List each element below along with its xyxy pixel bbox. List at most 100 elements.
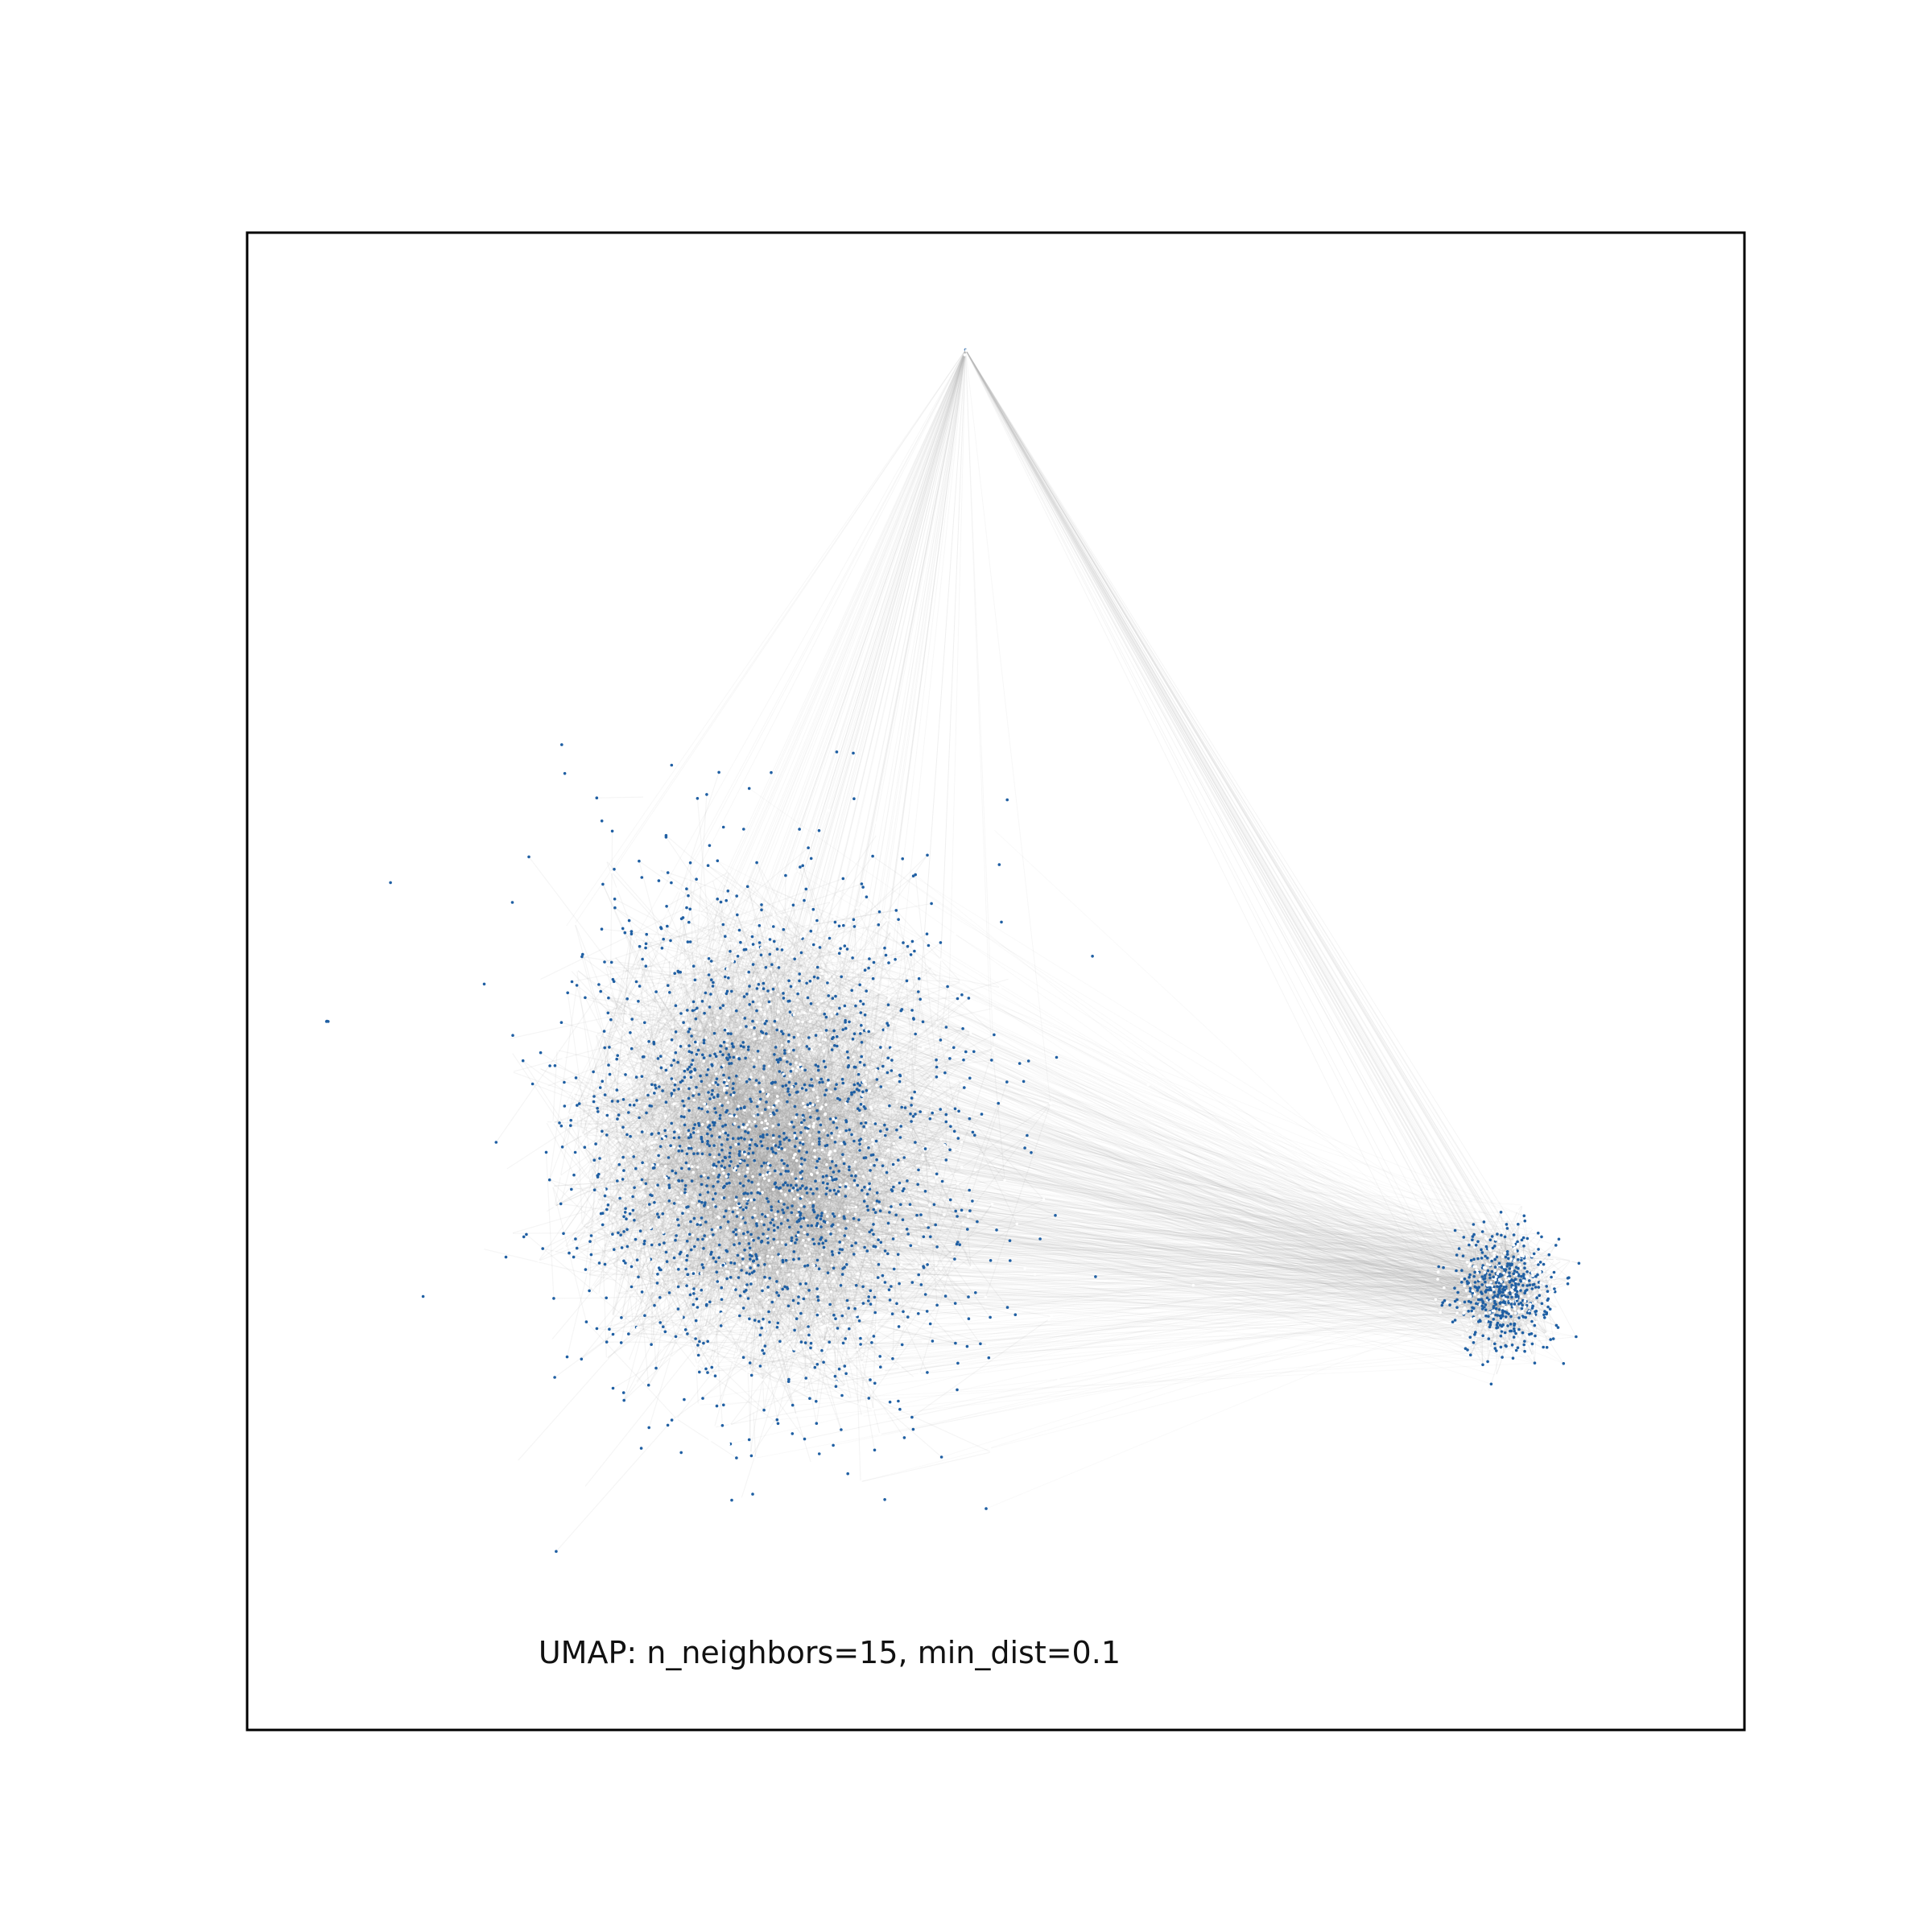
edge-local bbox=[563, 1097, 660, 1234]
edge-local bbox=[576, 1199, 714, 1249]
edge-local bbox=[711, 1187, 849, 1253]
edge-local bbox=[822, 964, 902, 1010]
edge-local bbox=[680, 1180, 798, 1253]
edge-local bbox=[739, 1184, 858, 1265]
edge-local bbox=[694, 1178, 797, 1274]
edge-local bbox=[741, 1330, 795, 1500]
edge-local bbox=[511, 1051, 560, 1124]
edge-local bbox=[661, 1125, 774, 1277]
edge-local bbox=[774, 978, 874, 1106]
edge-local bbox=[522, 1060, 598, 1176]
edge-local bbox=[655, 1032, 763, 1089]
edge-local bbox=[726, 1110, 807, 1221]
edge-local bbox=[690, 1136, 818, 1224]
edge-local bbox=[598, 1137, 621, 1199]
edge-local bbox=[666, 1229, 872, 1253]
edge-local bbox=[688, 1168, 783, 1243]
edge-local bbox=[762, 1287, 799, 1343]
edge-local bbox=[712, 1125, 715, 1187]
edge-local bbox=[747, 878, 908, 947]
edge-local bbox=[726, 1088, 780, 1189]
edge-local bbox=[709, 1186, 714, 1332]
edge-local bbox=[610, 1100, 646, 1184]
edge-local bbox=[639, 985, 722, 1068]
edge-local bbox=[770, 1125, 774, 1211]
edge-local bbox=[706, 1238, 799, 1298]
edge-local bbox=[797, 1195, 849, 1321]
edge-local bbox=[597, 1288, 783, 1329]
edge-local bbox=[673, 1103, 749, 1299]
edge-local bbox=[598, 1039, 729, 1139]
edge-local bbox=[673, 1146, 774, 1220]
edge-local bbox=[728, 991, 733, 1174]
edge-local bbox=[696, 1087, 823, 1108]
edge-local bbox=[576, 985, 605, 1101]
edge-local bbox=[721, 1197, 897, 1236]
edge-local bbox=[774, 941, 812, 1080]
edge-local bbox=[673, 1059, 850, 1170]
edge-local bbox=[709, 1098, 806, 1267]
edge-local bbox=[658, 1096, 660, 1133]
edge-local bbox=[678, 1197, 723, 1270]
edge-local bbox=[640, 998, 725, 1183]
edge-local bbox=[644, 1132, 679, 1316]
edge-local bbox=[859, 1219, 915, 1322]
edge-local bbox=[631, 1011, 778, 1050]
edge-local bbox=[935, 1080, 961, 1225]
edge-local bbox=[567, 934, 647, 1115]
edge-local bbox=[650, 1164, 655, 1345]
edge-local bbox=[824, 1121, 947, 1249]
edge-local bbox=[764, 1170, 786, 1179]
edge-local bbox=[803, 1084, 861, 1117]
edge-local bbox=[730, 1034, 735, 1170]
edge-local bbox=[694, 1175, 746, 1274]
edge-local bbox=[817, 1048, 994, 1098]
edge-local bbox=[763, 1012, 791, 1163]
edge-local bbox=[638, 1035, 692, 1133]
edge-local bbox=[601, 1059, 617, 1214]
edge-local bbox=[559, 1122, 703, 1265]
edge-local bbox=[707, 1124, 802, 1145]
edge-local bbox=[759, 947, 795, 1107]
edge-local bbox=[666, 1178, 687, 1208]
edge-local bbox=[576, 969, 595, 1097]
edge-local bbox=[624, 1159, 795, 1261]
edge-local bbox=[902, 1148, 924, 1191]
edge-local bbox=[783, 1163, 818, 1219]
edge-local bbox=[564, 1081, 717, 1086]
edge-local bbox=[833, 1030, 881, 1207]
edge-local bbox=[626, 1055, 793, 1088]
edge-local bbox=[763, 1318, 836, 1354]
edge-local bbox=[593, 1039, 704, 1126]
edge-local bbox=[681, 1221, 762, 1318]
edge-local bbox=[726, 991, 814, 1127]
edge-local bbox=[806, 1089, 926, 1150]
edge-local bbox=[712, 985, 752, 1078]
edge-local bbox=[761, 947, 863, 1084]
edge-local bbox=[657, 1058, 709, 1208]
edge-local bbox=[617, 1180, 634, 1324]
edge-local bbox=[673, 1080, 799, 1216]
edge-local bbox=[747, 1067, 849, 1166]
edge-local bbox=[671, 1014, 865, 1041]
edge-local bbox=[716, 1084, 727, 1113]
edge-local bbox=[608, 997, 774, 1127]
edge-local bbox=[753, 959, 907, 981]
edge-local bbox=[698, 1092, 799, 1206]
edge-local bbox=[770, 1003, 913, 1011]
edge-local bbox=[737, 1103, 804, 1256]
edge-local bbox=[767, 990, 865, 1016]
edge-local bbox=[540, 1052, 715, 1165]
edge-local bbox=[593, 1009, 762, 1097]
edge-local bbox=[588, 1166, 738, 1181]
edge-local bbox=[612, 1150, 683, 1266]
edge-local bbox=[832, 1037, 877, 1160]
edge-local bbox=[985, 1103, 1051, 1298]
edge-local bbox=[634, 1142, 653, 1312]
edge-local bbox=[659, 1190, 791, 1298]
edge-local bbox=[604, 1031, 613, 1235]
edge-local bbox=[799, 1258, 969, 1298]
edge-local bbox=[651, 1084, 783, 1243]
edge-local bbox=[765, 1296, 875, 1347]
